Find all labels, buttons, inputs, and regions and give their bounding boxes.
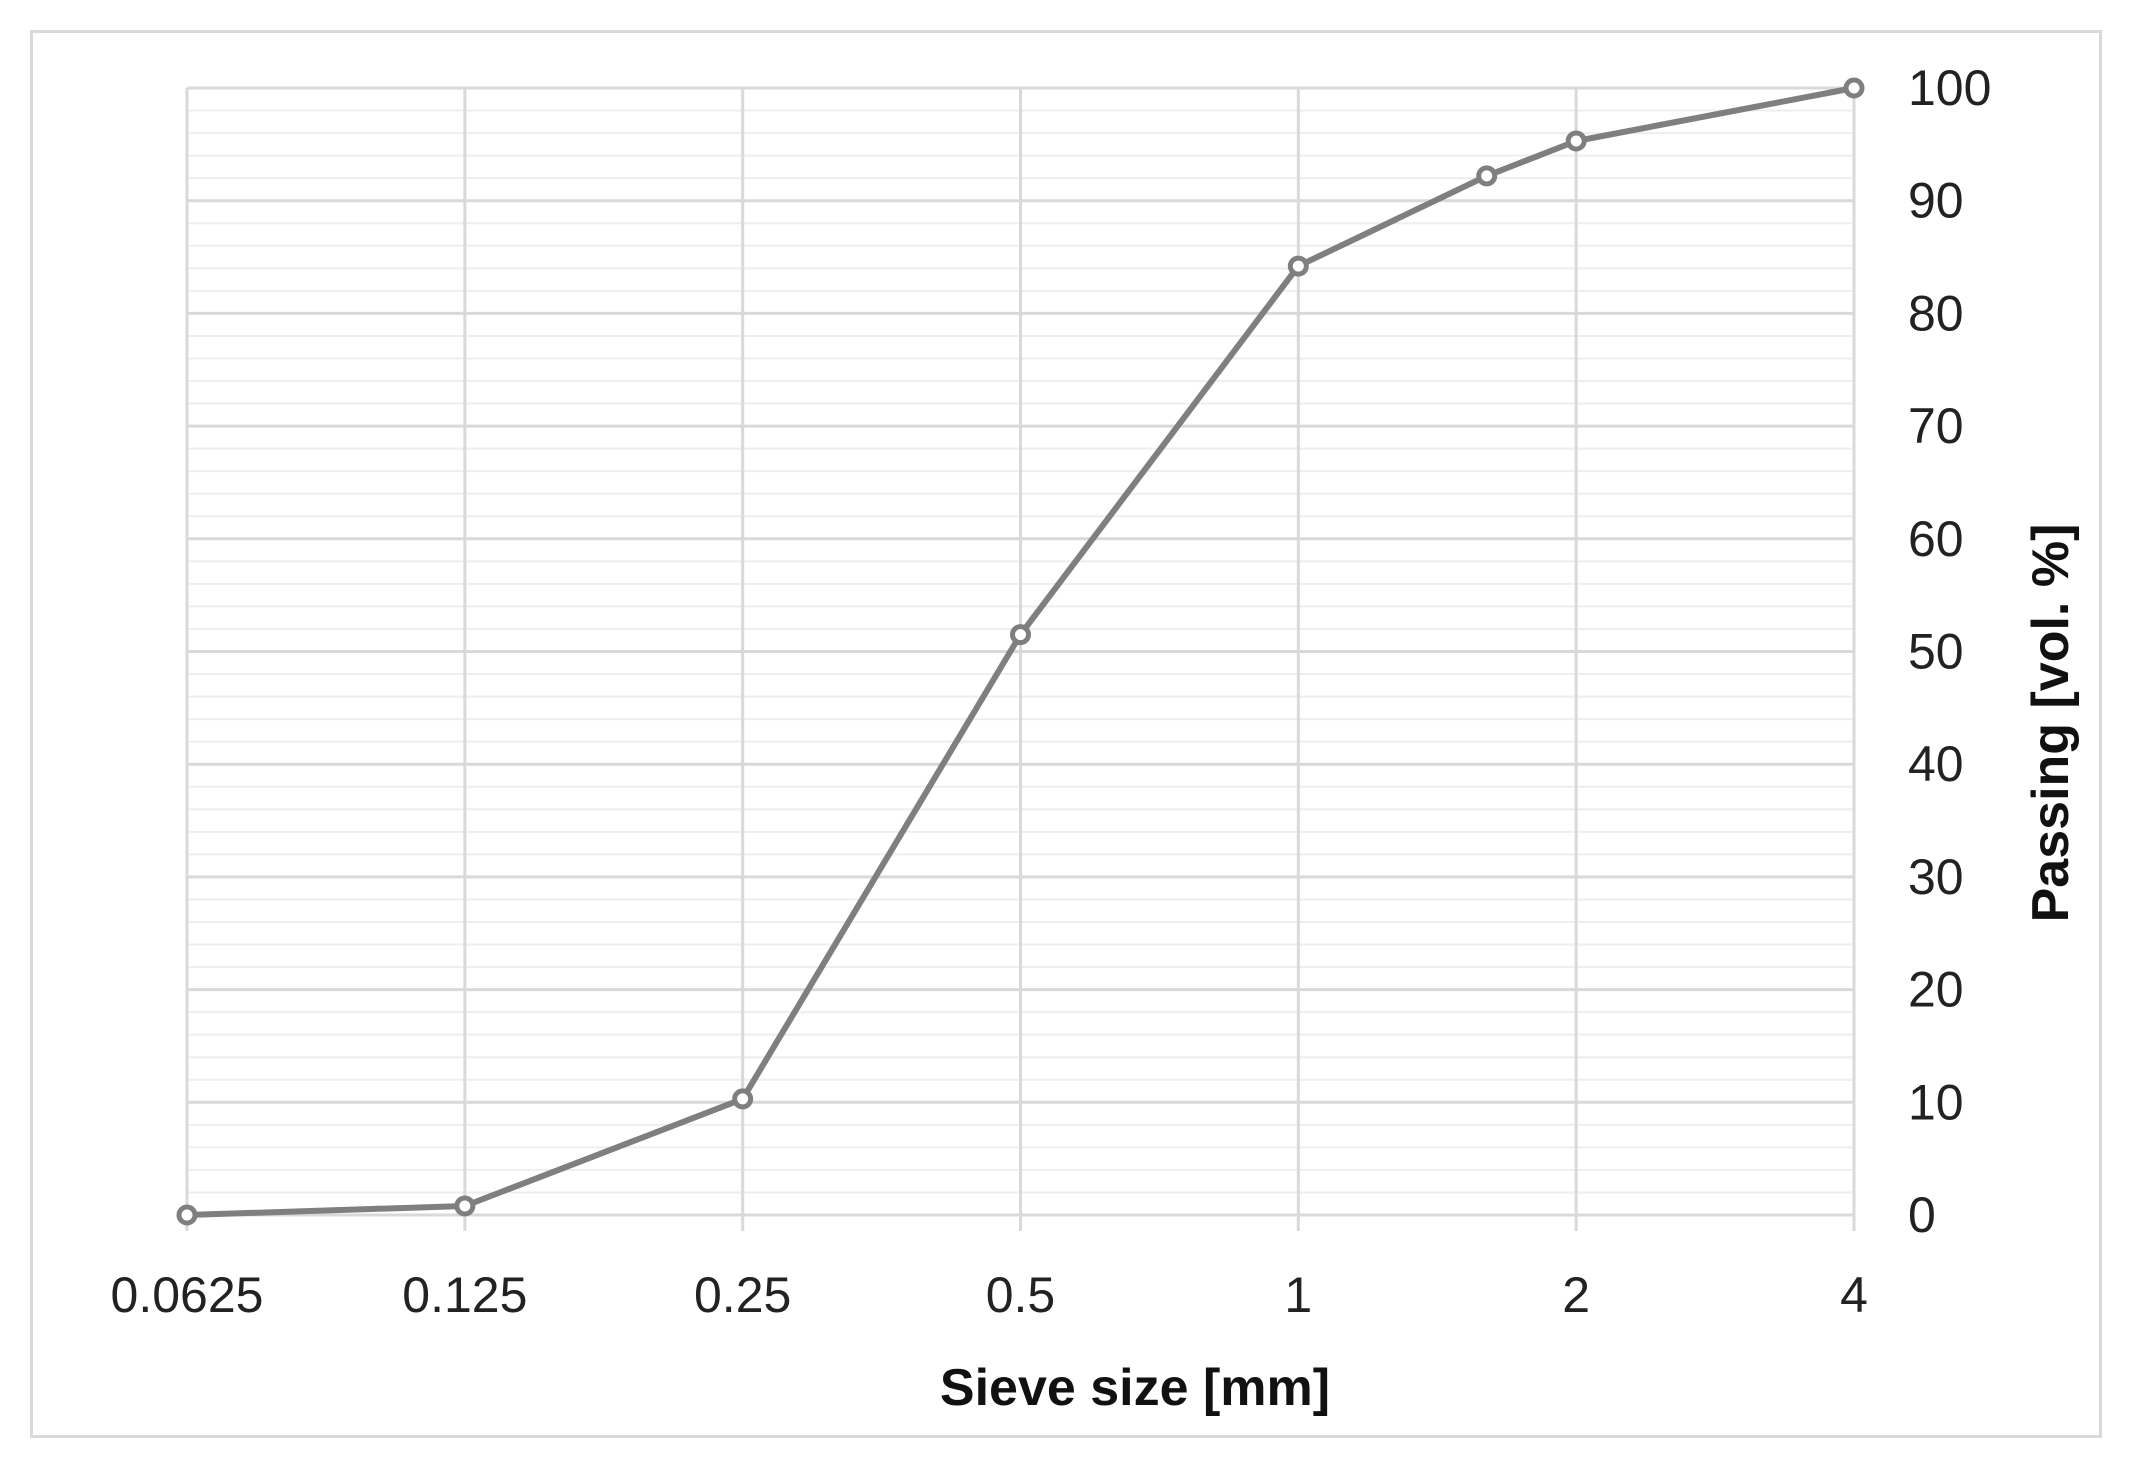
- data-point: [732, 1088, 754, 1110]
- y-tick-label: 80: [1908, 285, 1964, 341]
- data-point: [454, 1195, 476, 1217]
- data-point: [1287, 255, 1309, 277]
- y-tick-label: 40: [1908, 736, 1964, 792]
- x-tick-label: 0.125: [402, 1267, 527, 1323]
- y-tick-label: 60: [1908, 511, 1964, 567]
- y-tick-label: 70: [1908, 398, 1964, 454]
- x-tick-label: 4: [1840, 1267, 1868, 1323]
- y-tick-label: 50: [1908, 624, 1964, 680]
- tick-labels: 0 10 20 30 40 50 60 70 80 90 100 0.0625 0.125 0.25 0.5…: [111, 60, 1992, 1323]
- data-point: [176, 1204, 198, 1226]
- data-point: [1010, 624, 1031, 646]
- x-tick-label: 1: [1284, 1267, 1312, 1323]
- x-axis-title: Sieve size [mm]: [940, 1359, 1330, 1417]
- data-point: [1476, 165, 1498, 187]
- y-tick-label: 90: [1908, 173, 1964, 229]
- x-tick-label: 0.25: [694, 1267, 791, 1323]
- x-tick-label: 2: [1562, 1267, 1590, 1323]
- series-line: [184, 85, 1857, 1218]
- y-tick-label: 100: [1908, 60, 1991, 116]
- y-tick-label: 30: [1908, 849, 1964, 905]
- y-axis-title: Passing [vol. %]: [2022, 524, 2080, 923]
- data-point: [1565, 130, 1587, 152]
- data-point: [1843, 77, 1865, 99]
- y-tick-label: 20: [1908, 962, 1964, 1018]
- x-tick-label: 0.0625: [111, 1267, 264, 1323]
- series-layer: [176, 77, 1865, 1226]
- x-tick-label: 0.5: [986, 1267, 1056, 1323]
- y-tick-label: 10: [1908, 1074, 1964, 1130]
- y-tick-label: 0: [1908, 1187, 1936, 1243]
- chart-frame: [30, 30, 2102, 1438]
- major-gridlines: [185, 86, 1856, 1231]
